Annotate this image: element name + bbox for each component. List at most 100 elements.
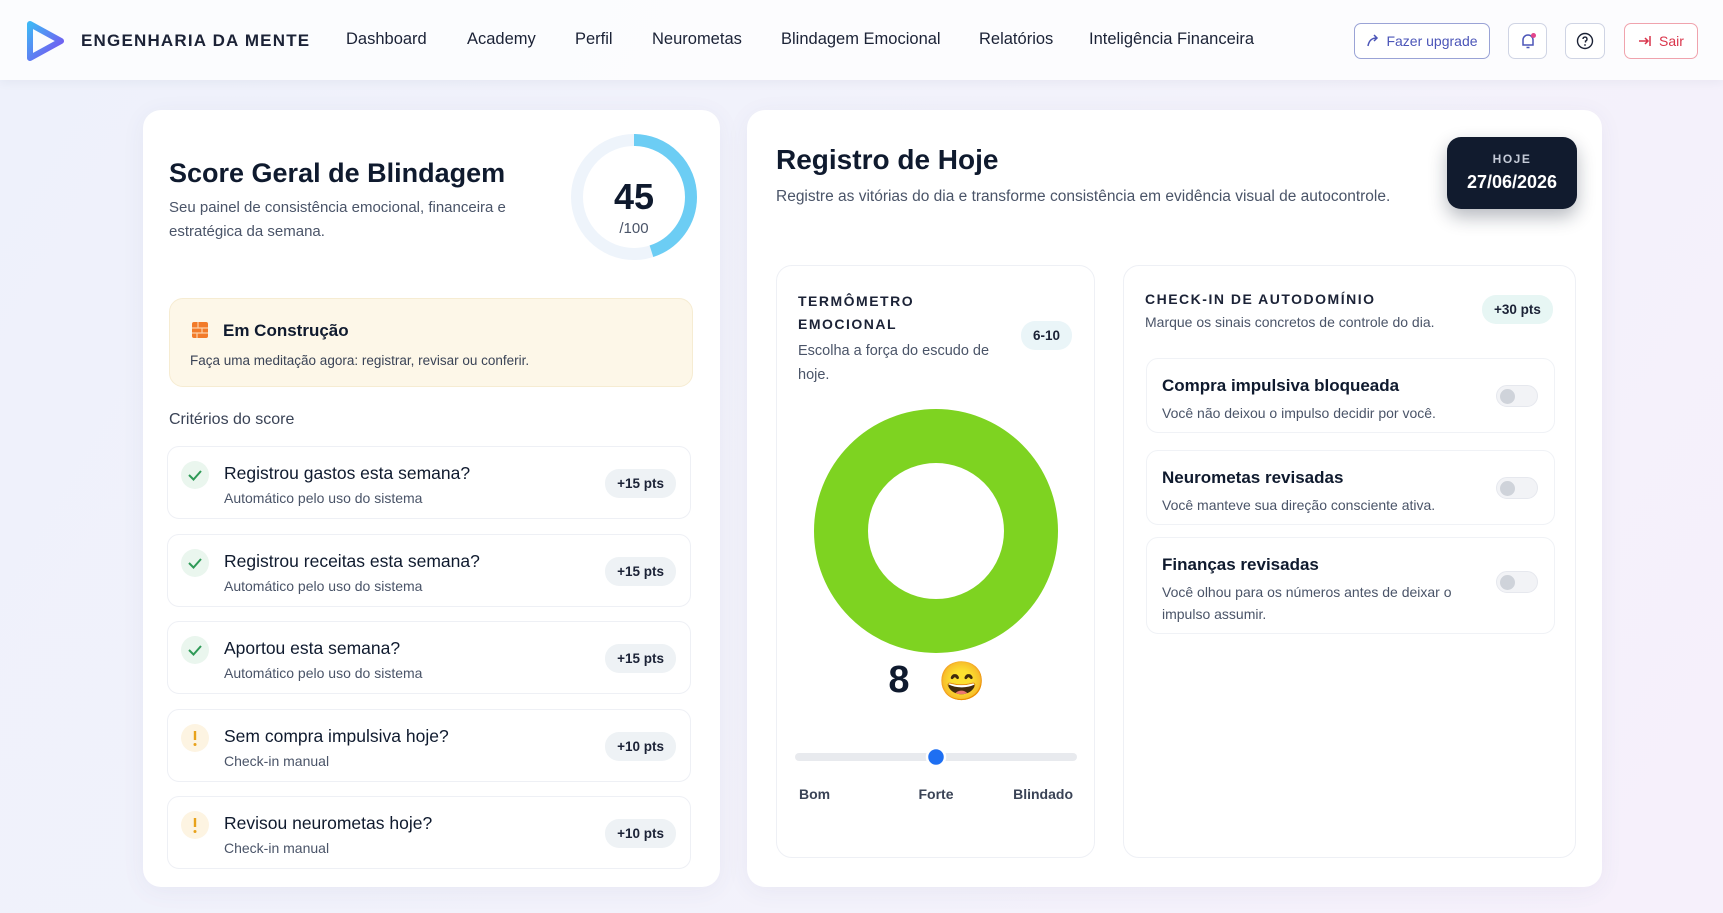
upgrade-icon [1367,34,1379,47]
thermometer-card: TERMÔMETRO EMOCIONAL 6-10 Escolha a forç… [776,265,1095,858]
date-value: 27/06/2026 [1466,172,1558,192]
checkin-item-text: Você manteve sua direção consciente ativ… [1162,497,1436,513]
criterion-note: Automático pelo uso do sistema [224,490,423,506]
criterion-title: Registrou gastos esta semana? [224,463,471,483]
help-button[interactable] [1565,23,1605,59]
scale-label: Blindado [1013,786,1073,802]
alert-dot [193,830,197,833]
toggle[interactable] [1496,477,1538,499]
score-value: 45 [613,176,655,217]
checkin-card: CHECK-IN DE AUTODOMÍNIO Marque os sinais… [1123,265,1576,858]
checkin-points: +30 pts [1482,295,1553,324]
criterion-points: +10 pts [605,819,676,848]
bell-icon [1521,33,1536,49]
status-box: Em Construção Faça uma meditação agora: … [169,298,693,387]
range-pill: 6-10 [1021,321,1073,350]
criterion-icon [181,811,209,839]
status-text: Faça uma meditação agora: registrar, rev… [190,353,530,368]
score-ring [571,134,697,260]
today-card: Registro de Hoje Registre as vitórias do… [747,110,1602,887]
criterion: Registrou gastos esta semana? Automático … [167,446,691,519]
nav-link[interactable]: Relatórios [979,30,1054,48]
score-max: /100 [619,220,649,237]
checkin-item-text: Você olhou para os números antes de deix… [1162,584,1452,622]
criterion-icon [181,723,209,752]
criterion: Registrou receitas esta semana? Automátic… [167,533,691,607]
toggle[interactable] [1496,571,1538,593]
criterion-icon [181,461,209,489]
thermometer-hint: Escolha a força do escudo de hoje. [798,343,990,383]
thermometer-title: TERMÔMETRO EMOCIONAL [798,293,915,332]
nav-link[interactable]: Perfil [575,30,613,48]
logout-button[interactable]: Sair [1624,23,1698,59]
status-icon [192,322,208,338]
criterion-points: +15 pts [605,469,676,498]
score-subtitle: Seu painel de consistência emocional, fi… [169,199,506,240]
slider-knob[interactable] [925,746,947,768]
today-title: Registro de Hoje [776,144,999,175]
thermometer-value: 8 [888,659,909,701]
checkin-title: CHECK-IN DE AUTODOMÍNIO [1145,291,1376,307]
status-title: Em Construção [223,321,349,340]
checkin-item-title: Neurometas revisadas [1162,468,1344,487]
nav-link[interactable]: Academy [467,30,536,48]
score-arc [571,134,697,260]
thermometer-graphic: 8 😄 Bom Forte Blindado [795,409,1077,802]
toggle-knob [1500,389,1515,404]
criteria-label: Critérios do score [169,411,295,428]
checkin-item: Compra impulsiva bloqueada Você não deixo… [1146,358,1555,433]
criterion: Aportou esta semana? Automático pelo uso … [167,621,691,694]
criterion-note: Automático pelo uso do sistema [224,577,423,594]
date-badge: HOJE 27/06/2026 [1447,137,1577,209]
checkin-subtitle: Marque os sinais concretos de controle d… [1145,314,1435,330]
criterion-icon [181,636,209,664]
criterion-note: Automático pelo uso do sistema [224,665,423,681]
checkin-item: Finanças revisadas Você olhou para os núm… [1146,537,1555,634]
icon-bg [181,461,209,489]
criterion-icon [181,548,209,577]
score-card: Score Geral de Blindagem Seu painel de c… [143,110,720,887]
logout-icon [1639,36,1651,46]
criterion: Revisou neurometas hoje? Check-in manual +… [167,796,691,869]
upgrade-label: Fazer upgrade [1386,33,1478,49]
score-title: Score Geral de Blindagem [169,158,506,188]
icon-bg [181,548,209,577]
criterion-title: Registrou receitas esta semana? [224,550,480,571]
logo[interactable] [24,19,66,63]
checkin-item-title: Finanças revisadas [1162,555,1319,574]
shield-donut [814,409,1058,653]
criterion-points: +15 pts [605,556,676,586]
nav-link[interactable]: Neurometas [652,30,742,48]
brand: ENGENHARIA DA MENTE [81,31,311,50]
checkin-item: Neurometas revisadas Você manteve sua dir… [1146,450,1555,525]
check-mark [188,557,202,569]
notifications-button[interactable] [1508,23,1547,59]
thermometer-emoji: 😄 [938,660,985,703]
criterion: Sem compra impulsiva hoje? Check-in manua… [167,708,691,782]
logout-label: Sair [1659,33,1684,49]
alert-dot [193,742,197,746]
criterion-note: Check-in manual [224,752,330,769]
top-bar: ENGENHARIA DA MENTE Dashboard Academy Perf… [0,0,1723,80]
toggle-knob [1500,481,1515,496]
nav-link[interactable]: Inteligência Financeira [1089,30,1255,48]
criterion-title: Revisou neurometas hoje? [224,813,433,833]
checkin-item-text: Você não deixou o impulso decidir por vo… [1162,405,1436,421]
scale-label: Bom [799,786,830,802]
nav-link[interactable]: Blindagem Emocional [781,30,941,48]
check-mark [188,645,202,656]
toggle[interactable] [1496,385,1538,407]
criterion-title: Sem compra impulsiva hoje? [224,725,449,746]
upgrade-button[interactable]: Fazer upgrade [1354,23,1490,59]
nav-link[interactable]: Dashboard [346,30,427,48]
check-mark [188,470,202,481]
help-icon [1576,32,1594,50]
scale-label: Forte [919,786,954,802]
date-label: HOJE [1492,152,1532,166]
criterion-title: Aportou esta semana? [224,638,401,658]
icon-bg [181,636,209,664]
today-subtitle: Registre as vitórias do dia e transforme… [776,188,1391,205]
criterion-points: +15 pts [605,644,676,673]
